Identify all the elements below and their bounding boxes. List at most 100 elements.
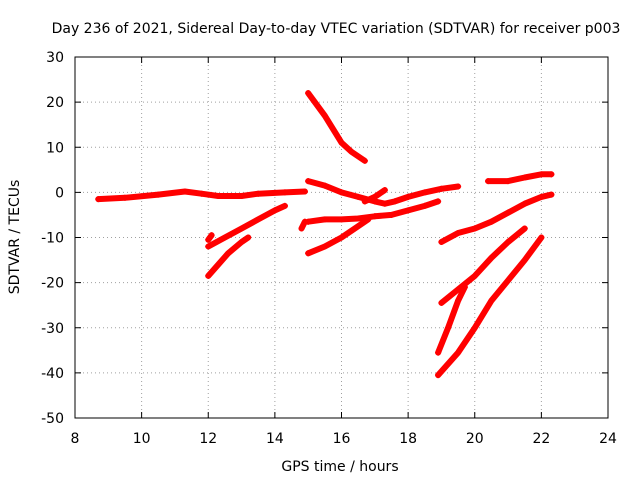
x-axis-label: GPS time / hours [281,459,398,475]
data-point [438,239,445,246]
series-5 [361,187,388,205]
data-point [388,211,395,218]
series-trace [435,284,468,356]
data-point [351,225,358,232]
axis-ticks [74,56,609,419]
y-tick-labels: -50 -40 -30 -20 -10 0 10 20 30 [41,50,64,427]
data-point [255,216,262,223]
y-tick-label: -40 [41,366,64,382]
data-point [305,178,312,185]
data-point [181,188,188,195]
data-point [521,257,528,264]
x-tick-labels: 8 10 12 14 16 18 20 22 24 [71,431,617,447]
y-axis-label: SDTVAR / TECUs [7,180,23,295]
y-tick-label: -20 [41,276,64,292]
series-7 [205,202,288,250]
data-point [471,324,478,331]
data-point [538,171,545,178]
data-point [485,178,492,185]
data-point [435,198,442,205]
data-point [215,261,222,268]
data-point [435,349,442,356]
series-8 [205,232,215,243]
data-point [338,234,345,241]
data-point [321,216,328,223]
data-point [471,272,478,279]
data-point [281,202,288,209]
data-point [381,200,388,207]
data-point [255,190,262,197]
data-point [488,297,495,304]
data-point [381,187,388,194]
data-point [205,272,212,279]
data-point [455,297,462,304]
series-12 [438,191,555,246]
x-tick-label: 16 [333,431,351,447]
data-point [505,277,512,284]
x-tick-label: 24 [599,431,617,447]
series-13 [438,225,528,306]
x-tick-label: 12 [199,431,217,447]
y-tick-label: 20 [46,95,64,111]
data-point [455,183,462,190]
data-point [365,216,372,223]
x-tick-label: 10 [133,431,151,447]
data-point [238,192,245,199]
data-point [238,225,245,232]
data-point [455,229,462,236]
x-tick-label: 8 [71,431,80,447]
y-tick-label: 10 [46,140,64,156]
data-point [455,349,462,356]
data-point [281,189,288,196]
data-point [538,193,545,200]
data-point [471,225,478,232]
data-point [445,324,452,331]
data-point [301,188,308,195]
x-tick-label: 20 [466,431,484,447]
x-tick-label: 22 [532,431,550,447]
data-point [205,243,212,250]
data-point [95,196,102,203]
data-point [421,189,428,196]
y-tick-label: -30 [41,321,64,337]
y-tick-label: -10 [41,231,64,247]
data-point [348,148,355,155]
data-point [305,250,312,257]
data-point [238,239,245,246]
data-point [121,194,128,201]
y-tick-label: 30 [46,50,64,66]
series-9 [205,234,252,279]
x-tick-label: 18 [399,431,417,447]
data-point [355,215,362,222]
data-point [301,218,308,225]
data-point [405,193,412,200]
data-point [271,207,278,214]
data-point [215,192,222,199]
data-point [338,139,345,146]
data-point [405,207,412,214]
data-point [321,243,328,250]
data-point [521,225,528,232]
data-point [225,250,232,257]
data-point [221,234,228,241]
data-point [505,239,512,246]
data-point [245,234,252,241]
data-point [421,202,428,209]
y-tick-label: 0 [55,185,64,201]
data-point [548,191,555,198]
data-point [521,200,528,207]
series-trace [305,216,372,257]
data-point [438,299,445,306]
y-tick-label: -50 [41,411,64,427]
series-trace [438,225,528,306]
series-14 [435,284,468,356]
data-point [298,225,305,232]
data-point [321,112,328,119]
data-point [208,232,215,239]
data-point [488,218,495,225]
series-2 [305,90,368,164]
data-point [198,190,205,197]
data-point [321,182,328,189]
data-point [521,174,528,181]
